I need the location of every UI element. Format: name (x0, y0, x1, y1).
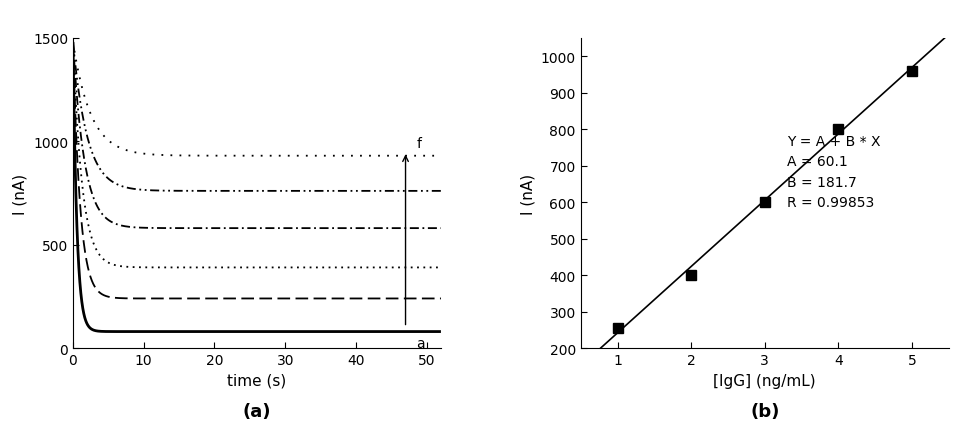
X-axis label: [IgG] (ng/mL): [IgG] (ng/mL) (713, 373, 816, 387)
Y-axis label: I (nA): I (nA) (521, 173, 535, 214)
Text: f: f (416, 136, 421, 150)
Y-axis label: I (nA): I (nA) (13, 173, 27, 214)
X-axis label: time (s): time (s) (228, 373, 287, 387)
Text: a: a (416, 336, 425, 350)
Text: (b): (b) (750, 402, 779, 421)
Text: Y = A + B * X
A = 60.1
B = 181.7
R = 0.99853: Y = A + B * X A = 60.1 B = 181.7 R = 0.9… (787, 134, 881, 210)
Text: (a): (a) (242, 402, 271, 421)
